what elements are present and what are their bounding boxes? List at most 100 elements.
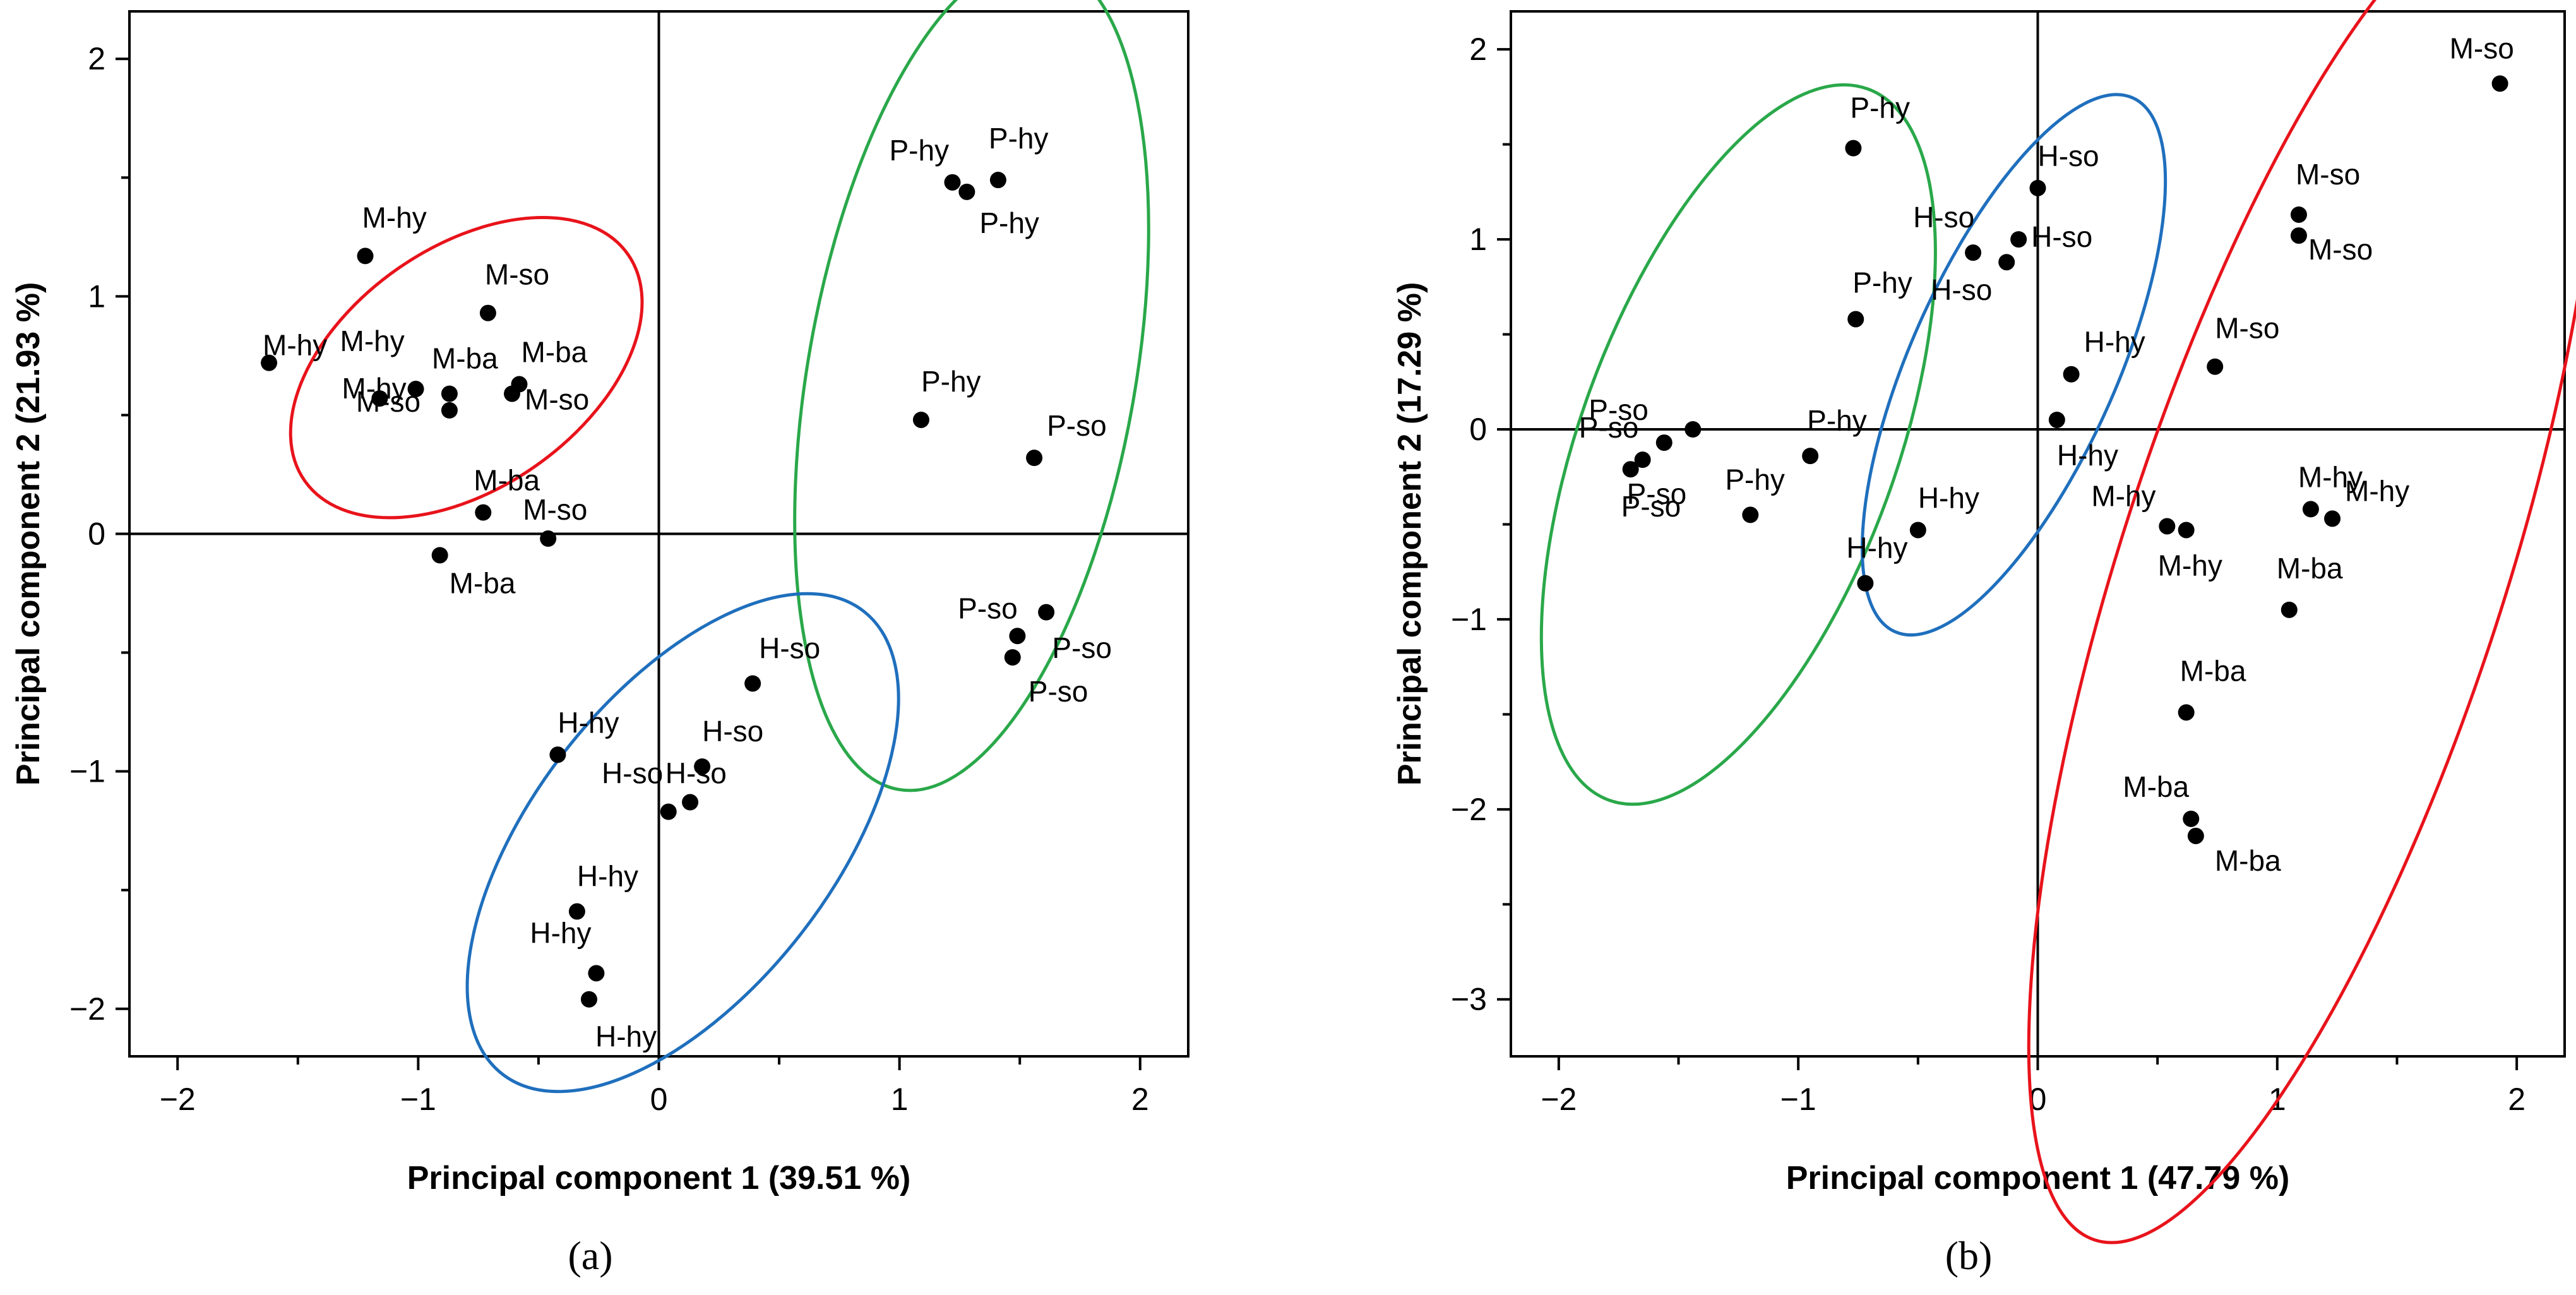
- data-point: [1845, 140, 1862, 157]
- group-ellipse-H: [1861, 93, 2168, 637]
- point-label: M-ba: [2180, 654, 2246, 687]
- data-point: [1965, 244, 1982, 261]
- point-label: H-hy: [2057, 439, 2118, 472]
- data-point: [371, 390, 388, 407]
- point-label: H-so: [2031, 220, 2092, 253]
- data-point: [912, 411, 929, 428]
- point-label: H-hy: [2084, 326, 2145, 359]
- data-point: [540, 530, 557, 547]
- group-ellipse-M: [2027, 0, 2576, 1244]
- data-point: [2324, 510, 2341, 527]
- data-point: [1038, 604, 1055, 621]
- point-label: M-ba: [2215, 844, 2281, 877]
- data-point: [944, 174, 961, 191]
- point-label: M-ba: [474, 464, 540, 497]
- point-label: M-hy: [340, 325, 405, 357]
- point-label: M-hy: [2158, 549, 2222, 582]
- point-label: M-so: [525, 383, 589, 416]
- data-point: [1685, 421, 1702, 438]
- y-tick-label: 2: [88, 41, 105, 76]
- data-point: [2281, 601, 2298, 618]
- data-point: [1998, 254, 2015, 271]
- y-tick-label: −1: [1451, 602, 1487, 637]
- point-label: P-so: [1621, 490, 1681, 523]
- point-label: M-hy: [2345, 474, 2409, 507]
- data-point: [2290, 206, 2307, 223]
- point-label: H-hy: [558, 706, 619, 739]
- data-point: [2207, 358, 2224, 375]
- y-tick-label: −2: [69, 991, 105, 1027]
- y-tick-label: −3: [1451, 982, 1487, 1017]
- group-ellipse-P: [793, 0, 1150, 792]
- data-point: [1004, 649, 1021, 666]
- data-point: [1009, 628, 1026, 645]
- data-point: [1622, 461, 1639, 478]
- point-label: P-hy: [979, 206, 1039, 239]
- point-label: M-so: [2296, 158, 2360, 191]
- group-ellipse-H: [465, 592, 900, 1094]
- x-axis-title: Principal component 1 (47.79 %): [1786, 1160, 2290, 1197]
- data-point: [2159, 518, 2176, 535]
- x-tick-label: 0: [650, 1082, 668, 1117]
- point-label: H-so: [759, 631, 820, 664]
- point-label: H-hy: [577, 860, 638, 893]
- point-label: H-so: [2038, 140, 2099, 172]
- point-label: P-so: [1589, 393, 1649, 426]
- point-label: H-hy: [1918, 481, 1979, 514]
- data-point: [2178, 704, 2195, 721]
- data-point: [1634, 451, 1651, 468]
- point-label: M-so: [356, 385, 420, 418]
- point-label: H-so: [1931, 273, 1992, 306]
- data-point: [441, 402, 458, 419]
- point-label: P-so: [1047, 409, 1107, 442]
- data-point: [1909, 522, 1926, 539]
- data-point: [580, 991, 597, 1008]
- data-point: [431, 547, 448, 564]
- data-point: [1026, 450, 1043, 467]
- x-tick-label: −2: [1541, 1082, 1577, 1117]
- data-point: [2029, 179, 2046, 196]
- point-label: M-ba: [432, 342, 498, 375]
- x-tick-label: 2: [2508, 1082, 2525, 1117]
- y-axis-title: Principal component 2 (21.93 %): [10, 282, 47, 786]
- point-label: M-ba: [2123, 770, 2189, 803]
- data-point: [2010, 231, 2027, 248]
- point-label: M-so: [2308, 233, 2373, 266]
- group-ellipse-M: [289, 216, 644, 520]
- x-tick-label: −1: [1780, 1082, 1816, 1117]
- data-point: [549, 746, 566, 763]
- y-tick-label: −2: [1451, 792, 1487, 827]
- data-point: [682, 794, 699, 811]
- point-label: H-hy: [1846, 532, 1907, 564]
- point-label: M-ba: [2277, 552, 2343, 585]
- point-label: H-so: [602, 757, 663, 790]
- panel-a-scatter-plot: −2 −1 0 1 2 −2 −1 0 1 2 Principal component 1 (39.…: [10, 0, 1190, 1278]
- point-label: M-so: [2450, 32, 2514, 64]
- point-label: M-hy: [2298, 460, 2363, 493]
- point-label: P-hy: [1807, 404, 1867, 437]
- point-label: H-so: [665, 757, 727, 790]
- data-point: [2063, 366, 2080, 383]
- x-tick-label: −1: [400, 1082, 436, 1117]
- point-label: H-so: [1913, 201, 1974, 234]
- point-label: P-so: [1052, 631, 1112, 664]
- point-label: P-hy: [1850, 92, 1910, 124]
- y-tick-label: 1: [88, 278, 105, 314]
- data-point: [2183, 810, 2200, 827]
- point-label: M-hy: [2091, 479, 2156, 512]
- x-tick-label: 1: [891, 1082, 909, 1117]
- point-label: H-so: [702, 715, 763, 748]
- point-label: M-hy: [263, 329, 327, 362]
- y-tick-label: 0: [1469, 412, 1487, 447]
- y-axis-title: Principal component 2 (17.29 %): [1392, 282, 1428, 786]
- data-point: [958, 183, 975, 200]
- data-point: [407, 381, 424, 398]
- data-point: [479, 304, 496, 321]
- data-point: [357, 248, 374, 265]
- point-label: P-so: [1579, 411, 1639, 444]
- panel-caption: (b): [1945, 1233, 1993, 1278]
- point-label: P-so: [958, 592, 1018, 625]
- data-point: [2491, 75, 2508, 92]
